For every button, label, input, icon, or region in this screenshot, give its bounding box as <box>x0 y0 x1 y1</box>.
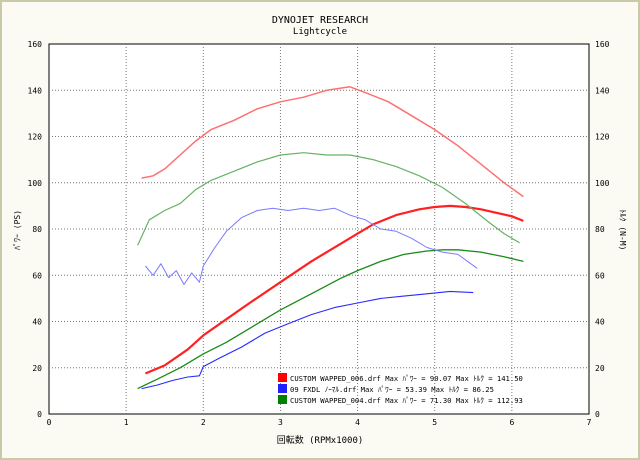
legend-entry: CUSTOM WAPPED_004.drf Max ﾊﾟﾜｰ = 71.30 M… <box>290 396 523 405</box>
y-tick-label-right: 80 <box>595 225 605 234</box>
series-line-2 <box>137 249 524 390</box>
series-line-3 <box>137 152 520 246</box>
legend: CUSTOM WAPPED_006.drf Max ﾊﾟﾜｰ = 90.07 M… <box>278 373 523 405</box>
x-tick-label: 5 <box>432 418 437 427</box>
y-tick-label-right: 120 <box>595 133 610 142</box>
y-tick-label-left: 80 <box>32 225 42 234</box>
y-axis-label-left: ﾊﾟﾜｰ (PS) <box>13 210 22 250</box>
y-tick-label-left: 40 <box>32 318 42 327</box>
y-tick-label-left: 100 <box>28 179 43 188</box>
series-line-4 <box>141 290 474 390</box>
y-tick-label-left: 140 <box>28 86 43 95</box>
y-tick-label-right: 40 <box>595 318 605 327</box>
x-tick-label: 0 <box>47 418 52 427</box>
series-line-0 <box>144 204 524 375</box>
y-tick-label-left: 60 <box>32 271 42 280</box>
legend-entry: CUSTOM WAPPED_006.drf Max ﾊﾟﾜｰ = 90.07 M… <box>290 374 523 383</box>
legend-swatch <box>278 395 287 404</box>
y-tick-label-left: 20 <box>32 364 42 373</box>
x-tick-label: 6 <box>509 418 514 427</box>
legend-entry: 09 FXDL ﾉｰﾏﾙ.drf Max ﾊﾟﾜｰ = 53.39 Max ﾄﾙ… <box>290 385 494 394</box>
legend-swatch <box>278 384 287 393</box>
y-tick-label-right: 140 <box>595 86 610 95</box>
x-tick-label: 1 <box>124 418 129 427</box>
x-axis-label: 回転数 (RPMx1000) <box>277 434 364 446</box>
y-tick-label-left: 0 <box>37 410 42 419</box>
series-layer <box>137 86 524 390</box>
x-tick-label: 3 <box>278 418 283 427</box>
x-tick-label: 4 <box>355 418 360 427</box>
y-tick-label-left: 160 <box>28 40 43 49</box>
chart-title: DYNOJET RESEARCH <box>272 15 368 26</box>
y-tick-label-right: 20 <box>595 364 605 373</box>
y-tick-label-right: 60 <box>595 271 605 280</box>
series-line-5 <box>145 207 478 285</box>
y-tick-label-right: 0 <box>595 410 600 419</box>
y-tick-label-right: 160 <box>595 40 610 49</box>
y-tick-label-right: 100 <box>595 179 610 188</box>
chart-subtitle: Lightcycle <box>293 27 347 37</box>
series-line-1 <box>141 86 524 198</box>
x-tick-label: 2 <box>201 418 206 427</box>
y-tick-label-left: 120 <box>28 133 43 142</box>
x-tick-label: 7 <box>587 418 592 427</box>
grid <box>49 44 589 414</box>
legend-swatch <box>278 373 287 382</box>
y-axis-label-right: ﾄﾙｸ (N-M) <box>618 210 627 251</box>
